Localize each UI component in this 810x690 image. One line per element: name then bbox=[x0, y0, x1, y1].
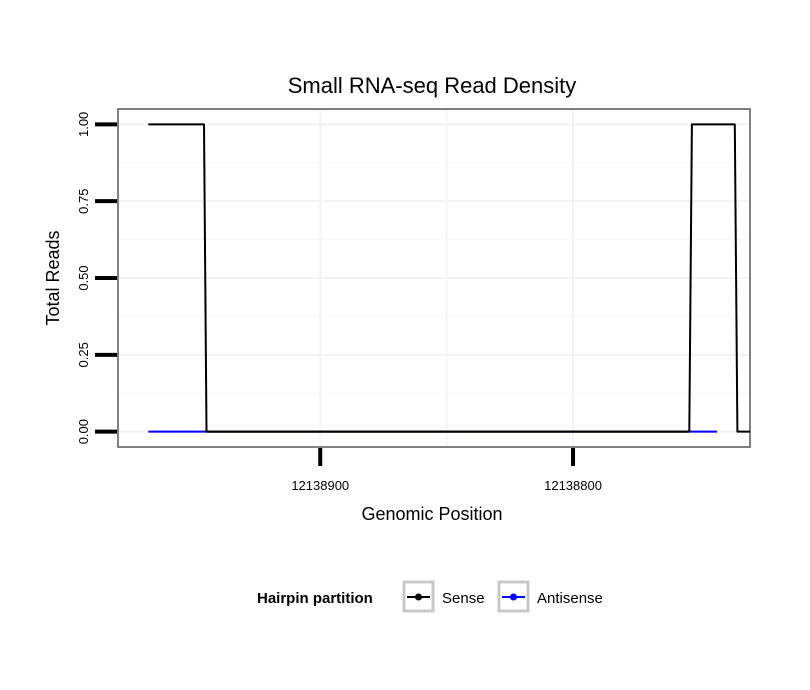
legend: Hairpin partition Sense Antisense bbox=[257, 580, 603, 613]
y-tick-label: 0.25 bbox=[76, 342, 91, 367]
grid bbox=[118, 109, 750, 447]
x-axis-label: Genomic Position bbox=[361, 504, 502, 524]
y-tick-label: 0.50 bbox=[76, 265, 91, 290]
plot-panel-border bbox=[117, 108, 751, 448]
y-tick-label: 0.00 bbox=[76, 419, 91, 444]
series-layer bbox=[148, 123, 750, 433]
series-line-sense bbox=[148, 123, 750, 433]
x-tick-label: 12138900 bbox=[291, 478, 349, 493]
y-axis-label: Total Reads bbox=[43, 230, 63, 325]
y-tick-label: 1.00 bbox=[76, 112, 91, 137]
legend-point-antisense bbox=[510, 593, 517, 601]
legend-title: Hairpin partition bbox=[257, 590, 373, 607]
axis-layer: 0.00 0.25 0.50 0.75 1.00 12138900 12138800 bbox=[76, 112, 602, 493]
legend-label-sense: Sense bbox=[442, 590, 485, 607]
legend-point-sense bbox=[415, 593, 422, 601]
legend-label-antisense: Antisense bbox=[537, 590, 603, 607]
y-tick-label: 0.75 bbox=[76, 189, 91, 214]
legend-item-antisense: Antisense bbox=[497, 580, 603, 613]
chart-title: Small RNA-seq Read Density bbox=[288, 73, 577, 98]
x-tick-label: 12138800 bbox=[544, 478, 602, 493]
legend-item-sense: Sense bbox=[402, 580, 485, 613]
